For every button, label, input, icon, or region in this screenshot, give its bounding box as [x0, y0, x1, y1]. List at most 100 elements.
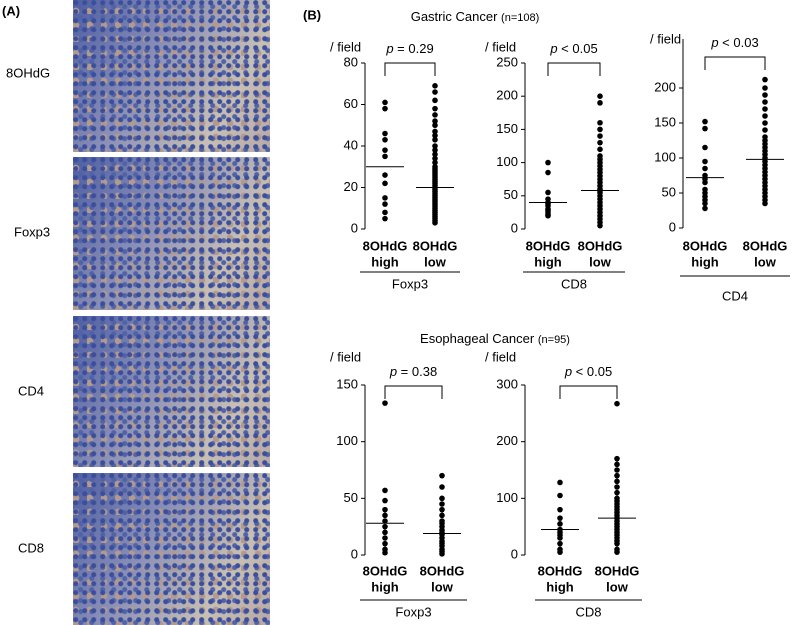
- group-title: Esophageal Cancer (n=95): [420, 331, 570, 346]
- p-symbol: p: [385, 41, 393, 56]
- dot: [597, 93, 603, 99]
- dot: [762, 106, 768, 112]
- dot: [382, 529, 388, 536]
- dot: [432, 155, 438, 162]
- photo: [73, 157, 270, 310]
- group-title: Gastric Cancer (n=108): [411, 9, 540, 24]
- dot: [557, 479, 563, 486]
- row-label: Foxp3: [14, 224, 50, 239]
- dot: [432, 128, 438, 135]
- y-tick-label: 100: [496, 154, 518, 169]
- dot: [614, 472, 620, 479]
- dot: [382, 487, 388, 494]
- photo: [73, 473, 270, 625]
- dot: [432, 136, 438, 143]
- y-tick-label: 150: [654, 114, 676, 129]
- dot: [432, 97, 438, 104]
- dot: [432, 105, 438, 112]
- p-text: < 0.05: [576, 364, 613, 379]
- y-tick-label: 0: [351, 546, 358, 561]
- x-tick-label: 8OHdG: [413, 238, 458, 253]
- dot: [614, 540, 620, 547]
- dot: [557, 515, 563, 521]
- dot: [762, 200, 768, 207]
- panel-label: (B): [303, 7, 321, 22]
- p-symbol: p: [564, 364, 572, 379]
- y-tick-label: 80: [344, 54, 358, 69]
- dot: [614, 455, 620, 462]
- dot: [382, 195, 388, 201]
- x-tick-label: 8OHdG: [363, 563, 408, 578]
- dot: [557, 521, 563, 527]
- dot: [597, 146, 603, 153]
- dot: [702, 158, 708, 165]
- row-label: 8OHdG: [6, 65, 50, 80]
- y-tick-label: 50: [504, 187, 518, 202]
- x-tick-label: high: [546, 579, 573, 594]
- dot: [432, 159, 438, 166]
- dot: [432, 143, 438, 149]
- dot: [382, 180, 388, 187]
- dot: [702, 205, 708, 212]
- dot: [439, 512, 445, 519]
- bracket: [384, 62, 436, 76]
- bracket: [547, 62, 601, 76]
- x-tick-label: 8OHdG: [526, 238, 571, 253]
- y-axis-label: / field: [650, 31, 681, 46]
- dot: [382, 540, 388, 547]
- x-tick-label: 8OHdG: [743, 238, 788, 253]
- dot: [432, 118, 438, 124]
- y-tick-label: 0: [511, 546, 518, 561]
- dot: [557, 506, 563, 513]
- x-tick-label: low: [589, 254, 612, 269]
- dot: [382, 105, 388, 112]
- dot: [545, 189, 551, 196]
- group-n: (n=108): [501, 12, 539, 24]
- dot: [762, 92, 768, 98]
- dot: [432, 122, 438, 129]
- x-tick-label: low: [424, 254, 447, 269]
- group-name: Esophageal Cancer: [420, 331, 535, 346]
- dot: [597, 100, 603, 106]
- x-tick-label: low: [606, 579, 629, 594]
- dot: [382, 99, 388, 106]
- x-tick-label: 8OHdG: [578, 238, 623, 253]
- dot: [439, 506, 445, 513]
- photo: [73, 0, 270, 152]
- y-tick-label: 0: [511, 220, 518, 235]
- dot: [762, 113, 768, 119]
- dot: [432, 219, 438, 226]
- dot: [432, 112, 438, 118]
- p-value: p < 0.03: [710, 35, 758, 50]
- p-text: = 0.29: [397, 41, 434, 56]
- y-tick-label: 200: [496, 433, 518, 448]
- dot: [597, 139, 603, 146]
- dot: [597, 119, 603, 126]
- dot: [557, 549, 563, 555]
- p-symbol: p: [549, 41, 557, 56]
- dot: [762, 120, 768, 126]
- bracket: [384, 385, 443, 399]
- dot: [432, 147, 438, 153]
- group-name: Gastric Cancer: [411, 9, 498, 24]
- y-tick-label: 50: [662, 184, 676, 199]
- dot: [702, 144, 708, 151]
- dot: [702, 200, 708, 207]
- p-symbol: p: [389, 364, 397, 379]
- bracket: [704, 56, 766, 70]
- y-axis-label: / field: [485, 39, 516, 54]
- dot: [432, 89, 438, 95]
- dot: [597, 126, 603, 133]
- dot: [382, 518, 388, 524]
- dot: [614, 489, 620, 496]
- group-n: (n=95): [538, 334, 570, 346]
- dot: [545, 169, 551, 176]
- dot: [439, 484, 445, 490]
- dot: [382, 497, 388, 504]
- x-axis-label: Foxp3: [395, 604, 431, 619]
- x-tick-label: high: [371, 579, 398, 594]
- y-tick-label: 60: [344, 96, 358, 111]
- dot: [382, 136, 388, 143]
- p-value: p < 0.05: [564, 364, 612, 379]
